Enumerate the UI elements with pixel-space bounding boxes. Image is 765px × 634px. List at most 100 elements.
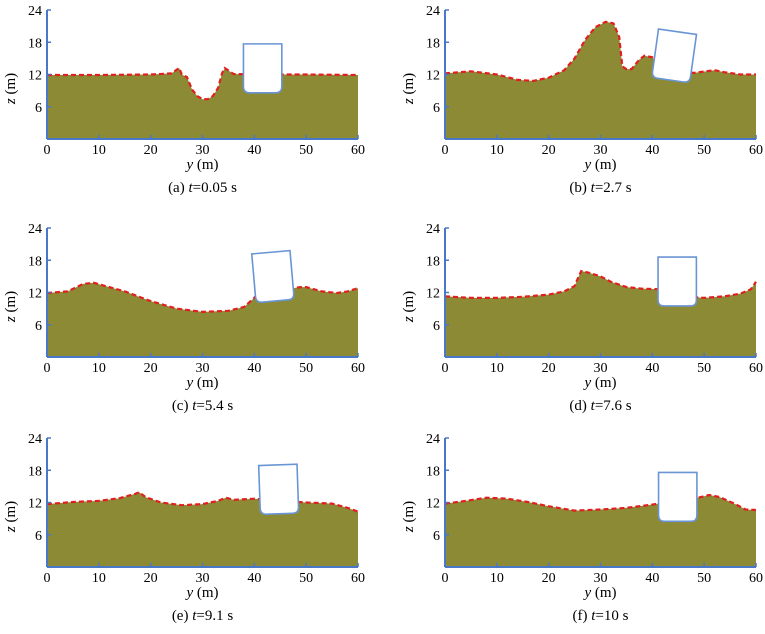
- italic-variable: z: [401, 98, 417, 105]
- label-text: (m): [591, 375, 616, 391]
- label-text: (m): [591, 157, 616, 173]
- x-tick-label: 40: [247, 361, 261, 376]
- x-tick-label: 40: [247, 571, 261, 586]
- y-tick-label: 6: [433, 101, 440, 116]
- x-tick-label: 50: [697, 571, 711, 586]
- italic-variable: y: [582, 375, 591, 391]
- italic-variable: z: [401, 316, 417, 323]
- fluid-region: [47, 282, 358, 357]
- panel-caption: (b) t=2.7 s: [569, 180, 631, 196]
- label-text: =10 s: [595, 608, 628, 624]
- x-tick-label: 40: [645, 571, 659, 586]
- x-tick-label: 60: [351, 571, 365, 586]
- x-tick-label: 50: [299, 361, 313, 376]
- y-tick-label: 12: [426, 287, 440, 302]
- label-text: (m): [3, 73, 19, 98]
- italic-variable: z: [3, 526, 19, 533]
- x-axis-label: y (m): [184, 157, 218, 173]
- y-tick-label: 18: [426, 36, 440, 51]
- y-tick-label: 12: [28, 497, 42, 512]
- italic-variable: t: [192, 608, 197, 624]
- x-tick-label: 30: [196, 361, 210, 376]
- y-tick-label: 6: [433, 319, 440, 334]
- y-tick-label: 6: [35, 529, 42, 544]
- y-tick-label: 12: [28, 69, 42, 84]
- y-axis-label: z (m): [3, 291, 19, 323]
- label-text: (m): [3, 291, 19, 316]
- label-text: (e): [172, 608, 192, 624]
- panel-caption: (e) t=9.1 s: [172, 608, 234, 624]
- x-tick-label: 60: [749, 361, 763, 376]
- y-axis-label: z (m): [401, 501, 417, 533]
- label-text: (m): [193, 157, 218, 173]
- x-tick-label: 0: [442, 571, 449, 586]
- x-tick-label: 60: [749, 571, 763, 586]
- fluid-region: [445, 271, 756, 357]
- free-surface-line: [47, 66, 359, 101]
- x-tick-label: 30: [196, 143, 210, 158]
- x-tick-label: 20: [144, 571, 158, 586]
- x-tick-label: 20: [542, 361, 556, 376]
- x-tick-label: 30: [196, 571, 210, 586]
- x-tick-label: 10: [490, 361, 504, 376]
- x-tick-label: 10: [92, 571, 106, 586]
- fluid-region: [47, 68, 358, 139]
- label-text: (m): [401, 73, 417, 98]
- label-text: =9.1 s: [196, 608, 233, 624]
- x-axis-label: y (m): [582, 375, 616, 391]
- y-tick-label: 18: [426, 254, 440, 269]
- italic-variable: y: [184, 375, 193, 391]
- x-tick-label: 10: [92, 361, 106, 376]
- x-tick-label: 10: [490, 143, 504, 158]
- italic-variable: t: [188, 180, 193, 196]
- y-tick-label: 6: [35, 319, 42, 334]
- x-tick-label: 60: [351, 361, 365, 376]
- x-tick-label: 0: [442, 143, 449, 158]
- x-tick-label: 20: [144, 143, 158, 158]
- floating-box: [257, 463, 300, 516]
- y-tick-label: 24: [28, 4, 42, 19]
- label-text: (m): [401, 501, 417, 526]
- italic-variable: y: [582, 157, 591, 173]
- label-text: =5.4 s: [196, 398, 233, 414]
- x-tick-label: 40: [247, 143, 261, 158]
- x-axis-label: y (m): [582, 157, 616, 173]
- italic-variable: z: [401, 526, 417, 533]
- floating-box: [651, 28, 698, 83]
- italic-variable: z: [3, 316, 19, 323]
- floating-box: [242, 43, 283, 94]
- italic-variable: y: [582, 585, 591, 601]
- y-tick-label: 12: [28, 287, 42, 302]
- y-tick-label: 24: [28, 222, 42, 237]
- label-text: =7.6 s: [595, 398, 632, 414]
- x-tick-label: 20: [542, 571, 556, 586]
- label-text: =2.7 s: [595, 180, 632, 196]
- label-text: (m): [591, 585, 616, 601]
- x-tick-label: 50: [299, 143, 313, 158]
- y-axis-label: z (m): [3, 501, 19, 533]
- y-tick-label: 18: [426, 464, 440, 479]
- y-tick-label: 18: [28, 254, 42, 269]
- x-tick-label: 50: [299, 571, 313, 586]
- x-tick-label: 40: [645, 143, 659, 158]
- y-axis-label: z (m): [401, 73, 417, 105]
- x-axis-label: y (m): [184, 585, 218, 601]
- free-surface-line: [46, 281, 359, 314]
- x-tick-label: 30: [594, 143, 608, 158]
- fluid-region: [47, 492, 358, 567]
- y-axis-label: z (m): [3, 73, 19, 105]
- free-surface-line: [444, 269, 757, 300]
- x-tick-label: 60: [351, 143, 365, 158]
- italic-variable: t: [591, 180, 596, 196]
- x-axis-label: y (m): [184, 375, 218, 391]
- y-tick-label: 12: [426, 497, 440, 512]
- y-tick-label: 18: [28, 36, 42, 51]
- x-axis-label: y (m): [582, 585, 616, 601]
- label-text: (m): [193, 375, 218, 391]
- x-tick-label: 40: [645, 361, 659, 376]
- y-tick-label: 24: [28, 432, 42, 447]
